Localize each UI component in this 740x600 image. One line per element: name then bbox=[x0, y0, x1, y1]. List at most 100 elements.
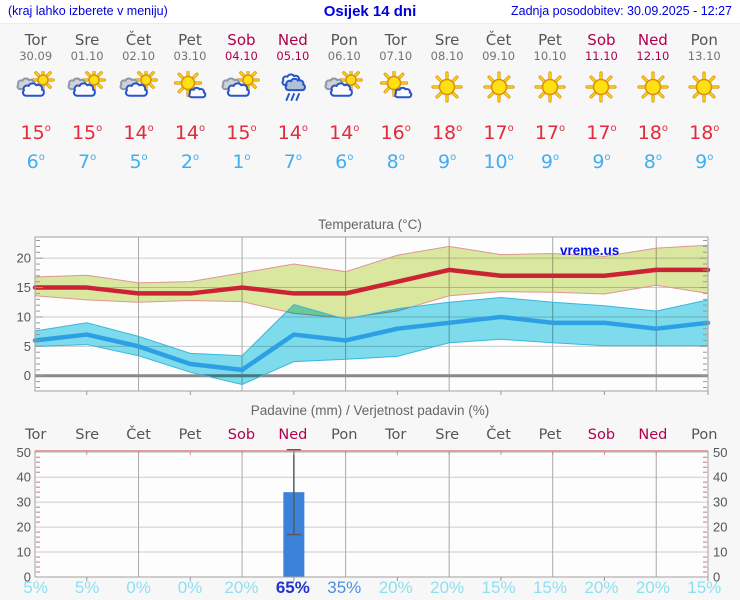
precip-probability: 20% bbox=[430, 578, 465, 597]
day-name: Pet bbox=[538, 31, 562, 49]
max-temperature: 16o bbox=[380, 122, 411, 144]
min-temperature: 7o bbox=[78, 151, 97, 173]
svg-text:50: 50 bbox=[17, 447, 31, 460]
forecast-day-column: Tor 30.09 15o 6o bbox=[10, 31, 61, 178]
min-temperature: 6o bbox=[335, 151, 354, 173]
precip-probability: 20% bbox=[584, 578, 619, 597]
max-temp-line bbox=[32, 267, 711, 296]
forecast-day-column: Čet 02.10 14o 5o bbox=[113, 31, 164, 178]
forecast-day-column: Sob 04.10 15o 1o bbox=[216, 31, 267, 178]
svg-text:30: 30 bbox=[713, 495, 727, 510]
day-name: Tor bbox=[384, 31, 407, 49]
page-title: Osijek 14 dni bbox=[323, 3, 417, 20]
precip-probability: 15% bbox=[532, 578, 567, 597]
sunny-icon bbox=[524, 64, 575, 117]
precip-probability: 20% bbox=[378, 578, 413, 597]
min-temperature: 6o bbox=[26, 151, 45, 173]
max-temperature: 15o bbox=[226, 122, 257, 144]
svg-text:40: 40 bbox=[17, 470, 31, 485]
partly-cloudy-icon bbox=[216, 64, 267, 117]
svg-text:10: 10 bbox=[713, 545, 727, 560]
forecast-day-column: Ned 12.10 18o 8o bbox=[627, 31, 678, 178]
precip-probability: 15% bbox=[687, 578, 722, 597]
max-temperature: 14o bbox=[174, 122, 206, 144]
max-temperature: 17o bbox=[586, 122, 617, 144]
precip-day-label: Sob bbox=[227, 427, 256, 443]
forecast-day-column: Pon 06.10 14o 6o bbox=[319, 31, 370, 178]
day-name: Tor bbox=[24, 31, 47, 49]
max-temperature: 18o bbox=[431, 122, 463, 144]
sunny-icon bbox=[627, 64, 678, 117]
day-date: 08.10 bbox=[430, 49, 464, 63]
min-temp-range bbox=[35, 297, 708, 385]
temperature-chart-svg: 0 5 10 15 20 vreme.us bbox=[17, 236, 711, 395]
day-name: Sre bbox=[434, 31, 460, 49]
precip-day-label: Pon bbox=[691, 427, 718, 443]
precip-probability: 20% bbox=[224, 578, 259, 597]
forecast-day-column: Tor 07.10 16o 8o bbox=[370, 31, 421, 178]
forecast-day-column: Čet 09.10 17o 10o bbox=[473, 31, 524, 178]
precip-plot-area bbox=[35, 451, 708, 577]
max-temperature: 17o bbox=[534, 122, 566, 144]
last-updated: Zadnja posodobitev: 30.09.2025 - 12:27 bbox=[510, 4, 732, 18]
svg-text:50: 50 bbox=[713, 447, 727, 460]
min-temperature: 1o bbox=[232, 151, 251, 173]
temp-y-axis-labels: 0 5 10 15 20 bbox=[17, 251, 31, 384]
min-temperature: 9o bbox=[695, 151, 714, 173]
day-name: Ned bbox=[637, 31, 668, 49]
forecast-table: Tor 30.09 15o 6o Sre 01.10 15o 7o Čet 02… bbox=[10, 31, 730, 178]
forecast-day-column: Pon 13.10 18o 9o bbox=[679, 31, 730, 178]
day-date: 06.10 bbox=[327, 49, 361, 63]
precip-probability: 0% bbox=[177, 578, 203, 597]
precip-day-label: Pon bbox=[331, 427, 358, 443]
precip-probability: 20% bbox=[635, 578, 670, 597]
precip-day-label: Sob bbox=[587, 427, 616, 443]
svg-text:20: 20 bbox=[17, 251, 31, 266]
day-date: 09.10 bbox=[482, 49, 516, 63]
min-temperature: 9o bbox=[592, 151, 611, 173]
svg-text:10: 10 bbox=[17, 545, 31, 560]
precip-probability: 15% bbox=[481, 578, 516, 597]
min-temperature: 8o bbox=[386, 151, 405, 173]
precip-probability: 5% bbox=[74, 578, 100, 597]
mostly-sunny-icon bbox=[370, 64, 421, 117]
svg-text:15: 15 bbox=[17, 280, 31, 295]
day-date: 07.10 bbox=[379, 49, 413, 63]
precip-probability-row: 5% 5% 0% 0% 20% 65% 35% 20% 20% 15% 15% 20% 20% 15% bbox=[10, 578, 730, 598]
day-date: 13.10 bbox=[687, 49, 721, 63]
svg-text:20: 20 bbox=[17, 520, 31, 535]
day-name: Pon bbox=[330, 31, 358, 49]
day-date: 12.10 bbox=[636, 49, 670, 63]
day-name: Čet bbox=[125, 31, 152, 49]
max-temperature: 15o bbox=[20, 122, 51, 144]
day-name: Čet bbox=[485, 31, 512, 49]
precip-day-labels-row: Tor Sre Čet Pet Sob Ned Pon Tor Sre Čet Pet Sob Ned P… bbox=[10, 427, 730, 443]
sunny-icon bbox=[576, 64, 627, 117]
max-temperature: 14o bbox=[123, 122, 154, 144]
forecast-day-column: Sre 01.10 15o 7o bbox=[61, 31, 112, 178]
min-temperature: 2o bbox=[180, 151, 200, 173]
mostly-sunny-icon bbox=[164, 64, 215, 117]
precip-day-label: Ned bbox=[638, 427, 668, 443]
partly-cloudy-icon bbox=[10, 64, 61, 117]
svg-text:30: 30 bbox=[17, 495, 31, 510]
min-temperature: 9o bbox=[438, 151, 457, 173]
precipitation-chart-title: Padavine (mm) / Verjetnost padavin (%) bbox=[250, 403, 490, 418]
day-name: Sob bbox=[227, 31, 256, 49]
forecast-day-column: Pet 10.10 17o 9o bbox=[524, 31, 575, 178]
svg-text:5: 5 bbox=[24, 339, 31, 354]
precip-day-label: Ned bbox=[278, 427, 308, 443]
svg-text:10: 10 bbox=[17, 309, 31, 324]
precip-day-label: Sre bbox=[435, 427, 460, 443]
precip-probability: 65% bbox=[275, 578, 310, 597]
rain-icon bbox=[267, 64, 318, 117]
day-date: 03.10 bbox=[173, 49, 207, 63]
precip-day-label: Čet bbox=[126, 427, 151, 443]
precip-probability: 35% bbox=[327, 578, 362, 597]
max-temperature: 14o bbox=[329, 122, 360, 144]
precip-day-label: Čet bbox=[486, 427, 511, 443]
watermark-vreme: vreme.us bbox=[560, 243, 619, 258]
svg-text:0: 0 bbox=[24, 368, 31, 383]
